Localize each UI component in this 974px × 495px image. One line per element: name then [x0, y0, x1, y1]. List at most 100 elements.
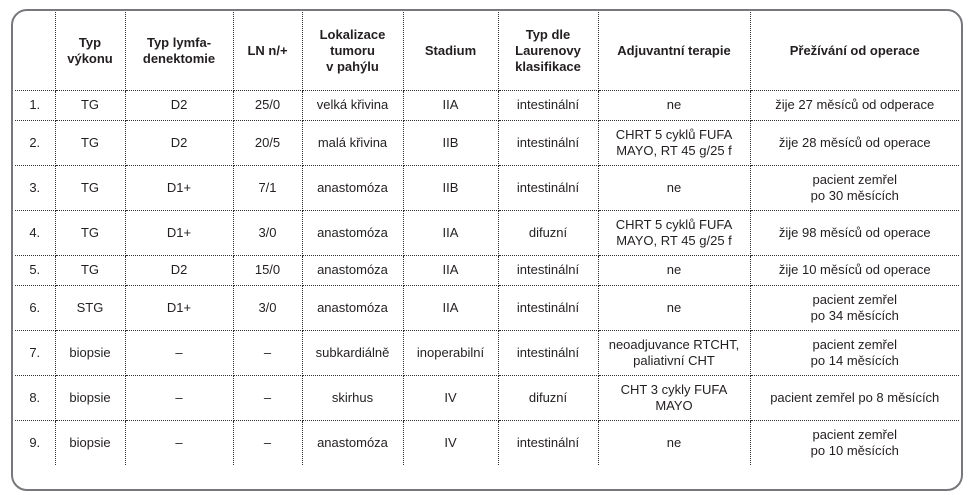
cell-laurenova-klasifikace: intestinální [498, 255, 599, 286]
table-row: 4. TG D1+ 3/0 anastomóza IIA difuzní CHRT 5 cyk… [15, 210, 959, 256]
cell-ln: 3/0 [233, 210, 303, 256]
cell-ln: 20/5 [233, 120, 303, 166]
cell-prezivani-od-operace: pacient zemřel po 30 měsících [750, 165, 959, 211]
cell-laurenova-klasifikace: intestinální [498, 420, 599, 465]
cell-stadium: IIA [403, 90, 499, 121]
cell-laurenova-klasifikace: intestinální [498, 165, 599, 211]
cell-typ-lymfadenektomie: – [125, 420, 234, 465]
col-header-typ-lymfadenektomie: Typ lymfa- denektomie [125, 12, 234, 91]
cell-lokalizace-tumoru: subkardiálně [302, 330, 404, 376]
cell-row-number: 5. [15, 255, 56, 286]
cell-typ-lymfadenektomie: D1+ [125, 285, 234, 331]
col-header-stadium: Stadium [403, 12, 499, 91]
cell-typ-vykonu: biopsie [55, 375, 126, 421]
cell-ln: 3/0 [233, 285, 303, 331]
cell-row-number: 6. [15, 285, 56, 331]
cell-stadium: IIB [403, 165, 499, 211]
col-header-typ-vykonu: Typ výkonu [55, 12, 126, 91]
cell-laurenova-klasifikace: difuzní [498, 375, 599, 421]
cell-prezivani-od-operace: žije 98 měsíců od operace [750, 210, 959, 256]
cell-adjuvantni-terapie: CHT 3 cykly FUFA MAYO [598, 375, 751, 421]
col-header-laurenova-klasifikace: Typ dle Laurenovy klasifikace [498, 12, 599, 91]
cell-adjuvantni-terapie: ne [598, 90, 751, 121]
cell-row-number: 3. [15, 165, 56, 211]
table-row: 7. biopsie – – subkardiálně inoperabilní intes… [15, 330, 959, 376]
cell-typ-lymfadenektomie: D2 [125, 120, 234, 166]
cell-typ-vykonu: TG [55, 90, 126, 121]
cell-typ-vykonu: TG [55, 165, 126, 211]
cell-adjuvantni-terapie: neoadjuvance RTCHT, paliativní CHT [598, 330, 751, 376]
col-header-prezivani-od-operace: Přežívání od operace [750, 12, 959, 91]
cell-ln: 15/0 [233, 255, 303, 286]
table-body: 1. TG D2 25/0 velká křivina IIA intestinální ne… [15, 90, 959, 465]
cell-ln: – [233, 375, 303, 421]
cell-row-number: 7. [15, 330, 56, 376]
cell-laurenova-klasifikace: intestinální [498, 120, 599, 166]
patients-table: Typ výkonu Typ lymfa- denektomie LN n/+ … [15, 12, 959, 465]
cell-stadium: IV [403, 375, 499, 421]
col-header-row-number [15, 12, 56, 91]
cell-adjuvantni-terapie: ne [598, 255, 751, 286]
cell-prezivani-od-operace: pacient zemřel po 14 měsících [750, 330, 959, 376]
cell-typ-lymfadenektomie: D2 [125, 255, 234, 286]
cell-typ-lymfadenektomie: – [125, 375, 234, 421]
cell-typ-vykonu: TG [55, 210, 126, 256]
cell-ln: – [233, 330, 303, 376]
cell-prezivani-od-operace: žije 28 měsíců od operace [750, 120, 959, 166]
cell-typ-vykonu: STG [55, 285, 126, 331]
cell-typ-vykonu: biopsie [55, 330, 126, 376]
cell-adjuvantni-terapie: ne [598, 285, 751, 331]
cell-adjuvantni-terapie: CHRT 5 cyklů FUFA MAYO, RT 45 g/25 f [598, 120, 751, 166]
cell-ln: 7/1 [233, 165, 303, 211]
cell-prezivani-od-operace: žije 27 měsíců od odperace [750, 90, 959, 121]
cell-lokalizace-tumoru: anastomóza [302, 285, 404, 331]
cell-typ-lymfadenektomie: D1+ [125, 165, 234, 211]
cell-stadium: IIA [403, 285, 499, 331]
cell-lokalizace-tumoru: skirhus [302, 375, 404, 421]
cell-lokalizace-tumoru: velká křivina [302, 90, 404, 121]
cell-stadium: IIB [403, 120, 499, 166]
cell-row-number: 1. [15, 90, 56, 121]
cell-prezivani-od-operace: pacient zemřel po 34 měsících [750, 285, 959, 331]
table-frame: Typ výkonu Typ lymfa- denektomie LN n/+ … [11, 9, 963, 491]
cell-lokalizace-tumoru: malá křivina [302, 120, 404, 166]
col-header-adjuvantni-terapie: Adjuvantní terapie [598, 12, 751, 91]
table-row: 2. TG D2 20/5 malá křivina IIB intestinální CHR… [15, 120, 959, 166]
cell-ln: 25/0 [233, 90, 303, 121]
table-row: 1. TG D2 25/0 velká křivina IIA intestinální ne… [15, 90, 959, 121]
cell-prezivani-od-operace: pacient zemřel po 10 měsících [810, 426, 899, 458]
cell-laurenova-klasifikace: difuzní [498, 210, 599, 256]
table-row: 3. TG D1+ 7/1 anastomóza IIB intestinální ne pac… [15, 165, 959, 211]
cell-lokalizace-tumoru: anastomóza [302, 210, 404, 256]
col-header-ln: LN n/+ [233, 12, 303, 91]
cell-laurenova-klasifikace: intestinální [498, 90, 599, 121]
cell-lokalizace-tumoru: anastomóza [302, 420, 404, 465]
cell-row-number: 4. [15, 210, 56, 256]
cell-adjuvantni-terapie: ne [598, 420, 751, 465]
cell-stadium: inoperabilní [403, 330, 499, 376]
cell-row-number: 9. [15, 420, 56, 465]
cell-stadium: IV [403, 420, 499, 465]
table-header-row: Typ výkonu Typ lymfa- denektomie LN n/+ … [15, 12, 959, 91]
cell-typ-vykonu: TG [55, 255, 126, 286]
cell-row-number: 8. [15, 375, 56, 421]
cell-typ-lymfadenektomie: D2 [125, 90, 234, 121]
cell-adjuvantni-terapie: CHRT 5 cyklů FUFA MAYO, RT 45 g/25 f [598, 210, 751, 256]
cell-lokalizace-tumoru: anastomóza [302, 165, 404, 211]
cell-typ-vykonu: biopsie [55, 420, 126, 465]
cell-row-number: 2. [15, 120, 56, 166]
col-header-lokalizace-tumoru: Lokalizace tumoru v pahýlu [302, 12, 404, 91]
cell-prezivani-od-operace: žije 10 měsíců od operace [750, 255, 959, 286]
cell-adjuvantni-terapie: ne [598, 165, 751, 211]
cell-laurenova-klasifikace: intestinální [498, 330, 599, 376]
cell-prezivani-od-operace: pacient zemřel po 8 měsících [750, 375, 959, 421]
cell-lokalizace-tumoru: anastomóza [302, 255, 404, 286]
cell-ln: – [233, 420, 303, 465]
table-row: 8. biopsie – – skirhus IV difuzní CHT 3 cykly F… [15, 375, 959, 421]
cell-laurenova-klasifikace: intestinální [498, 285, 599, 331]
cell-typ-vykonu: TG [55, 120, 126, 166]
cell-stadium: IIA [403, 210, 499, 256]
cell-typ-lymfadenektomie: D1+ [125, 210, 234, 256]
cell-typ-lymfadenektomie: – [125, 330, 234, 376]
table-row: 6. STG D1+ 3/0 anastomóza IIA intestinální ne pa… [15, 285, 959, 331]
